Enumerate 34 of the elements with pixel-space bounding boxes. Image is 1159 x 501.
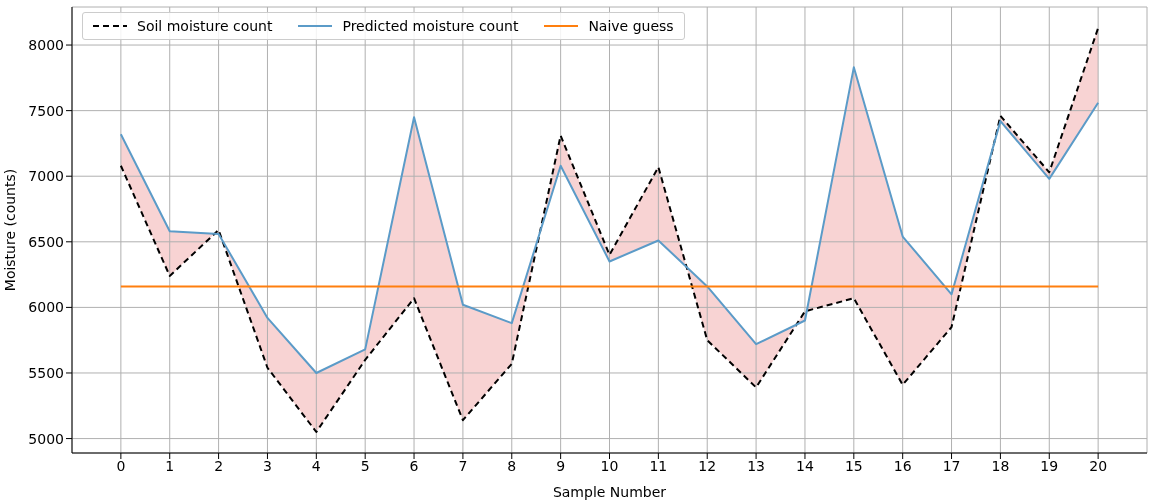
y-tick-label: 7500 — [28, 102, 64, 119]
x-tick-label: 12 — [698, 457, 717, 474]
legend-label: Predicted moisture count — [342, 18, 519, 34]
x-tick-label: 8 — [507, 457, 517, 474]
line-series — [119, 66, 1100, 374]
x-tick-label: 6 — [409, 457, 419, 474]
y-tick-label: 8000 — [28, 37, 64, 54]
y-axis-title: Moisture (counts) — [1, 168, 18, 292]
x-tick-label: 2 — [214, 457, 224, 474]
legend-label: Soil moisture count — [137, 18, 273, 34]
y-tick-label: 7000 — [28, 168, 64, 185]
y-tick-label: 5500 — [28, 364, 64, 381]
y-tick-label: 6500 — [28, 233, 64, 250]
x-tick-label: 20 — [1089, 457, 1108, 474]
x-tick-label: 11 — [649, 457, 668, 474]
x-tick-label: 3 — [262, 457, 272, 474]
y-tick-label: 5000 — [28, 430, 64, 447]
legend-label: Naive guess — [588, 18, 674, 34]
x-tick-label: 13 — [747, 457, 765, 474]
x-tick-label: 4 — [311, 457, 321, 474]
x-tick-label: 18 — [991, 457, 1010, 474]
x-tick-label: 16 — [893, 457, 912, 474]
x-tick-label: 1 — [165, 457, 175, 474]
x-tick-label: 15 — [844, 457, 863, 474]
x-tick-label: 7 — [458, 457, 468, 474]
x-tick-label: 19 — [1040, 457, 1059, 474]
y-tick-label: 6000 — [28, 299, 64, 316]
x-tick-label: 9 — [556, 457, 566, 474]
x-tick-label: 17 — [942, 457, 961, 474]
x-tick-label: 10 — [600, 457, 619, 474]
x-axis-title: Sample Number — [552, 484, 667, 500]
x-tick-label: 5 — [360, 457, 370, 474]
x-tick-label: 14 — [796, 457, 814, 474]
x-tick-label: 0 — [116, 457, 126, 474]
